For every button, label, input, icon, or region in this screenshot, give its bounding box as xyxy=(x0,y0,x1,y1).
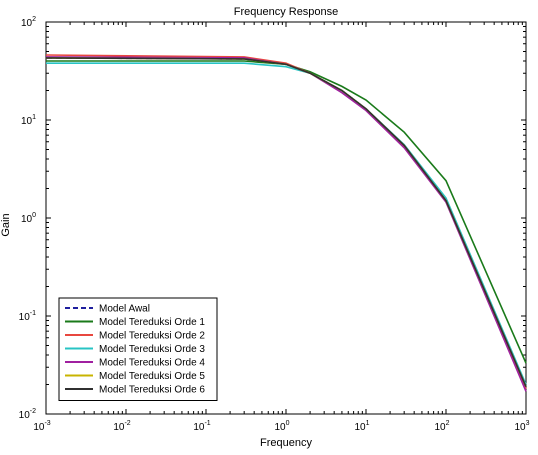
x-tick-label-base: 10 xyxy=(354,422,366,433)
y-tick-label-base: 10 xyxy=(21,18,33,29)
x-tick-label: 100 xyxy=(274,420,289,433)
legend-label: Model Awal xyxy=(99,304,150,315)
legend-label: Model Tereduksi Orde 4 xyxy=(99,358,205,369)
x-tick-label-base: 10 xyxy=(113,422,125,433)
y-tick-label-base: 10 xyxy=(19,312,31,323)
y-tick-label: 10-1 xyxy=(19,310,36,323)
x-tick-label-exponent: 3 xyxy=(526,420,530,427)
x-tick-label-exponent: 2 xyxy=(446,420,450,427)
legend: Model Awal Model Tereduksi Orde 1 Model Te… xyxy=(58,297,218,401)
legend-label: Model Tereduksi Orde 6 xyxy=(99,385,205,396)
x-tick-label: 10-3 xyxy=(33,420,50,433)
y-tick-label: 101 xyxy=(21,114,36,127)
x-tick-label-exponent: -2 xyxy=(124,420,130,427)
y-tick-label: 102 xyxy=(21,16,36,29)
x-tick-label: 103 xyxy=(514,420,529,433)
legend-label: Model Tereduksi Orde 5 xyxy=(99,371,205,382)
y-tick-label-exponent: -2 xyxy=(30,408,36,415)
y-tick-label-exponent: -1 xyxy=(30,310,36,317)
x-tick-label: 10-1 xyxy=(193,420,210,433)
x-tick-label-base: 10 xyxy=(434,422,446,433)
x-tick-label: 10-2 xyxy=(113,420,130,433)
y-tick-label-exponent: 1 xyxy=(32,114,36,121)
x-tick-label-base: 10 xyxy=(33,422,45,433)
y-tick-label: 100 xyxy=(21,212,36,225)
series-line-7 xyxy=(45,57,527,388)
x-tick-label-base: 10 xyxy=(514,422,526,433)
legend-label: Model Tereduksi Orde 3 xyxy=(99,344,205,355)
y-tick-label-exponent: 0 xyxy=(32,212,36,219)
legend-label: Model Tereduksi Orde 1 xyxy=(99,317,205,328)
y-tick-label-base: 10 xyxy=(21,116,33,127)
series-line-2 xyxy=(46,60,527,364)
chart-title: Frequency Response xyxy=(234,6,339,18)
x-tick-label: 101 xyxy=(354,420,369,433)
y-tick-label: 10-2 xyxy=(19,408,36,421)
y-tick-label-base: 10 xyxy=(21,214,33,225)
x-tick-label-exponent: -3 xyxy=(44,420,50,427)
x-tick-label: 102 xyxy=(434,420,449,433)
y-axis-label: Gain xyxy=(0,213,12,236)
legend-label: Model Tereduksi Orde 2 xyxy=(99,331,205,342)
x-tick-label-base: 10 xyxy=(193,422,205,433)
x-tick-label-exponent: 1 xyxy=(366,420,370,427)
x-tick-label-exponent: 0 xyxy=(286,420,290,427)
series-lines xyxy=(45,54,527,392)
y-tick-label-exponent: 2 xyxy=(32,16,36,23)
x-tick-label-base: 10 xyxy=(274,422,286,433)
y-tick-label-base: 10 xyxy=(19,410,31,421)
x-axis-label: Frequency xyxy=(260,437,312,449)
axis-ticks: 10-3 10-2 10-1 100 101 102 10310-210-110010110… xyxy=(19,16,530,433)
x-tick-label-exponent: -1 xyxy=(204,420,210,427)
